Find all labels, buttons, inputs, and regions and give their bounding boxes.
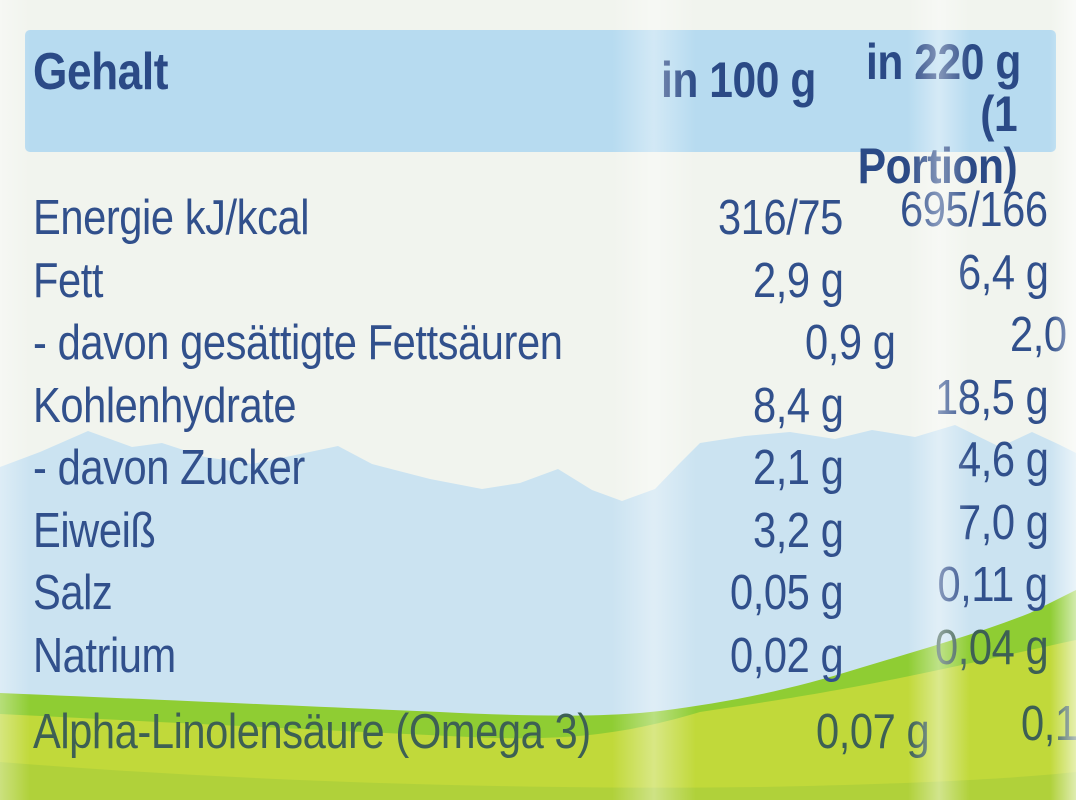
value-per-100g: 0,02 g xyxy=(729,628,844,683)
value-per-220g: 18,5 g xyxy=(934,370,1049,425)
table-row-gesaettigte-fettsaeuren: - davon gesättigte Fettsäuren 0,9 g 2,0 … xyxy=(0,308,1076,375)
table-row-zucker: - davon Zucker 2,1 g 4,6 g xyxy=(0,433,1076,500)
table-header: Gehalt in 100 g in 220 g (1 Portion) xyxy=(25,30,1056,192)
value-per-220g: 7,0 g xyxy=(957,495,1048,550)
header-per-220g-column: in 220 g (1 Portion) xyxy=(843,30,1048,192)
nutrient-name: Energie kJ/kcal xyxy=(33,191,310,246)
value-per-220g: 6,4 g xyxy=(957,245,1048,300)
value-per-220g: 4,6 g xyxy=(957,433,1048,488)
nutrient-name: Alpha-Linolensäure (Omega 3) xyxy=(33,705,591,760)
nutrient-name: Kohlenhydrate xyxy=(33,378,297,433)
table-row-fett: Fett 2,9 g 6,4 g xyxy=(0,246,1076,313)
value-per-100g: 316/75 xyxy=(718,191,843,246)
nutrient-name: - davon Zucker xyxy=(33,441,305,496)
nutrient-name: Eiweiß xyxy=(33,503,156,558)
meadow-graphic xyxy=(0,640,1076,800)
nutrient-name: Salz xyxy=(33,566,113,621)
value-per-100g: 0,05 g xyxy=(729,566,844,621)
header-portion-note: (1 Portion) xyxy=(857,86,1018,194)
value-per-100g: 3,2 g xyxy=(752,503,843,558)
nutrition-table-body: Energie kJ/kcal 316/75 695/166 Fett 2,9 … xyxy=(0,183,1076,764)
nutrient-name: Fett xyxy=(33,253,104,308)
table-row-eiweiss: Eiweiß 3,2 g 7,0 g xyxy=(0,496,1076,563)
header-per-100g-column: in 100 g xyxy=(603,30,843,192)
table-row-salz: Salz 0,05 g 0,11 g xyxy=(0,558,1076,625)
value-per-100g: 2,1 g xyxy=(752,441,843,496)
nutrient-name: Natrium xyxy=(33,628,176,683)
header-nutrient-label: Gehalt xyxy=(33,43,169,101)
table-row-alpha-linolensaeure: Alpha-Linolensäure (Omega 3) 0,07 g 0,15… xyxy=(0,697,1076,764)
meadow-shadow-graphic xyxy=(0,762,1076,800)
value-per-100g: 8,4 g xyxy=(752,378,843,433)
value-per-100g: 0,9 g xyxy=(805,316,896,371)
value-per-100g: 2,9 g xyxy=(752,253,843,308)
value-per-220g: 695/166 xyxy=(900,183,1048,238)
value-per-220g: 2,0 g xyxy=(1010,308,1076,363)
header-per-220g-label: in 220 g xyxy=(865,34,1021,90)
table-row-natrium: Natrium 0,02 g 0,04 g xyxy=(0,621,1076,688)
value-per-220g: 0,11 g xyxy=(937,558,1049,613)
value-per-100g: 0,07 g xyxy=(815,705,930,760)
value-per-220g: 0,15 g xyxy=(1020,697,1076,752)
header-per-100g-label: in 100 g xyxy=(660,52,816,108)
nutrient-name: - davon gesättigte Fettsäuren xyxy=(33,316,563,371)
value-per-220g: 0,04 g xyxy=(934,620,1049,675)
table-row-energie: Energie kJ/kcal 316/75 695/166 xyxy=(0,183,1076,250)
table-row-kohlenhydrate: Kohlenhydrate 8,4 g 18,5 g xyxy=(0,371,1076,438)
header-nutrient-column: Gehalt xyxy=(33,30,603,192)
